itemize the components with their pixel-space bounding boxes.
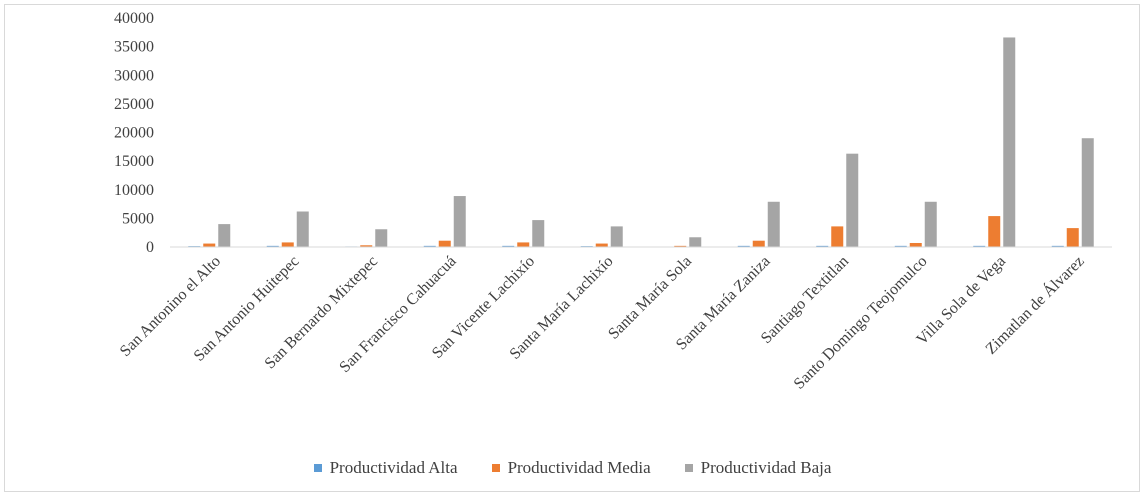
y-tick-label: 40000 [114, 10, 154, 27]
y-tick-label: 25000 [114, 96, 154, 113]
bar-baja [375, 229, 388, 247]
category-label: Santa María Sola [605, 253, 695, 343]
bar-baja [1081, 138, 1094, 247]
y-axis-ticks: 0 5000 10000 15000 20000 25000 30000 35000 40000 [114, 10, 154, 256]
bar-baja [610, 226, 623, 247]
bar-media [281, 242, 294, 247]
y-tick-label: 15000 [114, 153, 154, 170]
bar-baja [924, 201, 937, 247]
bar-alta [502, 245, 515, 247]
bar-baja [296, 211, 309, 247]
legend-item-media: Productividad Media [491, 458, 651, 478]
y-tick-label: 10000 [114, 182, 154, 199]
legend-swatch-alta [313, 464, 322, 472]
bar-media [1066, 228, 1079, 247]
bar-baja [767, 201, 780, 247]
legend-item-baja: Productividad Baja [684, 458, 832, 478]
legend-swatch-baja [684, 464, 693, 472]
legend: Productividad Alta Productividad Media P… [0, 456, 1145, 480]
bar-media [595, 243, 608, 247]
bar-media [438, 240, 451, 247]
bar-baja [689, 237, 702, 247]
y-tick-label: 5000 [122, 210, 154, 227]
bar-alta [1051, 245, 1064, 247]
y-tick-label: 0 [146, 239, 154, 256]
bar-media [909, 242, 922, 247]
bar-alta [894, 245, 907, 247]
bar-alta [737, 245, 750, 247]
legend-label-baja: Productividad Baja [700, 458, 832, 477]
y-tick-label: 35000 [114, 39, 154, 56]
bar-alta [973, 245, 986, 247]
bar-alta [266, 245, 279, 247]
legend-label-alta: Productividad Alta [329, 458, 458, 477]
bar-alta [816, 245, 829, 247]
bar-baja [846, 153, 859, 247]
y-tick-label: 30000 [114, 67, 154, 84]
bars-group [188, 37, 1094, 248]
bar-media [831, 226, 844, 247]
bar-baja [532, 220, 545, 247]
bar-media [752, 240, 765, 247]
bar-baja [453, 196, 466, 247]
category-label: Santo Domingo Teojomulco [791, 253, 931, 393]
bar-media [360, 245, 373, 247]
y-tick-label: 20000 [114, 125, 154, 142]
bar-alta [423, 245, 436, 247]
bar-media [203, 243, 216, 247]
chart-frame [4, 4, 1140, 492]
bar-media [674, 245, 687, 247]
bar-baja [1003, 37, 1016, 248]
bar-baja [218, 224, 231, 247]
bar-media [988, 216, 1001, 247]
bar-media [517, 242, 530, 247]
legend-swatch-media [491, 464, 500, 472]
legend-item-alta: Productividad Alta [313, 458, 458, 478]
legend-label-media: Productividad Media [507, 458, 651, 477]
